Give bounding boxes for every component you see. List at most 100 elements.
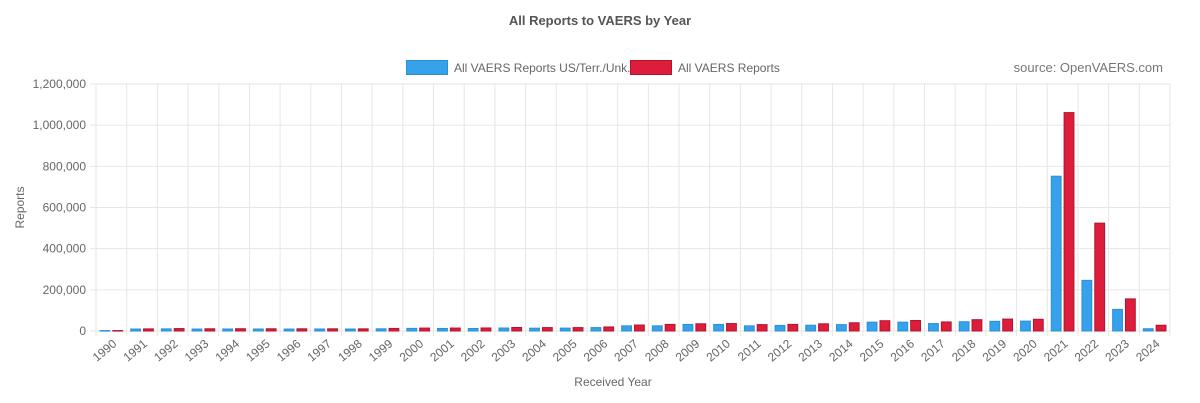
bar-us-2024 xyxy=(1142,328,1154,332)
x-tick-label: 1993 xyxy=(182,336,212,364)
bar-us-2006 xyxy=(590,327,602,332)
bar-us-1990 xyxy=(99,330,111,332)
bar-us-2017 xyxy=(928,323,939,332)
bar-all-2018 xyxy=(971,319,983,332)
bar-us-2009 xyxy=(682,323,694,332)
bar-all-2005 xyxy=(572,327,584,332)
y-tick-label: 200,000 xyxy=(43,283,87,297)
bars-layer xyxy=(99,112,1167,332)
x-tick-label: 2003 xyxy=(489,336,519,364)
bar-us-2022 xyxy=(1081,279,1093,332)
x-tick-label: 2010 xyxy=(704,336,734,364)
bar-all-2003 xyxy=(511,327,523,332)
bar-us-2007 xyxy=(621,325,632,332)
bar-all-2002 xyxy=(480,327,492,332)
bar-all-2009 xyxy=(695,323,707,332)
bar-all-2011 xyxy=(756,324,768,332)
bar-us-2013 xyxy=(805,324,817,332)
x-tick-label: 1999 xyxy=(366,336,396,364)
y-tick-label: 1,000,000 xyxy=(33,118,87,132)
bar-us-1994 xyxy=(222,328,234,332)
bar-all-1999 xyxy=(388,327,400,332)
bar-us-2020 xyxy=(1020,320,1031,332)
x-tick-label: 1992 xyxy=(151,336,181,364)
source-note[interactable]: source: OpenVAERS.com xyxy=(1013,60,1163,75)
bar-all-1993 xyxy=(204,328,216,332)
x-tick-label: 2011 xyxy=(735,336,764,364)
bar-us-2016 xyxy=(897,321,909,332)
bar-us-2001 xyxy=(437,327,448,332)
bar-all-1998 xyxy=(357,328,369,332)
x-tick-label: 2007 xyxy=(611,336,641,364)
x-tick-label: 1996 xyxy=(274,336,304,364)
bar-all-1991 xyxy=(143,328,154,332)
x-tick-label: 2002 xyxy=(458,336,488,364)
bar-all-2007 xyxy=(634,324,645,332)
bar-all-2023 xyxy=(1124,298,1136,332)
legend-item-us[interactable]: All VAERS Reports US/Terr./Unk. xyxy=(406,60,631,75)
bar-us-2014 xyxy=(835,324,847,332)
bar-all-1996 xyxy=(296,328,308,332)
bar-us-2004 xyxy=(529,327,540,332)
bar-us-2019 xyxy=(989,320,1001,332)
bar-all-1994 xyxy=(235,328,246,332)
y-axis-title: Reports xyxy=(13,186,27,228)
x-tick-label: 1997 xyxy=(305,336,335,364)
x-tick-label: 1991 xyxy=(121,336,151,364)
x-tick-label: 2004 xyxy=(519,336,549,364)
x-tick-label: 2008 xyxy=(642,336,672,364)
x-tick-label: 2000 xyxy=(397,336,427,364)
x-tick-label: 1990 xyxy=(90,336,120,364)
bar-all-2024 xyxy=(1155,324,1167,332)
legend-swatch-all xyxy=(630,60,672,75)
legend-label-all: All VAERS Reports xyxy=(678,60,780,75)
bar-us-1998 xyxy=(345,328,356,332)
bar-all-1997 xyxy=(327,328,338,332)
grid-layer xyxy=(90,83,1171,336)
x-tick-label: 2020 xyxy=(1010,336,1040,364)
x-tick-label: 2006 xyxy=(581,336,611,364)
bar-us-2002 xyxy=(467,327,479,332)
bar-us-1996 xyxy=(283,328,295,332)
bar-us-1993 xyxy=(191,328,203,332)
x-tick-label: 2024 xyxy=(1133,336,1163,364)
bar-all-2012 xyxy=(787,323,799,332)
bar-us-2021 xyxy=(1050,175,1062,332)
y-tick-label: 400,000 xyxy=(43,242,87,256)
bar-all-2022 xyxy=(1094,222,1106,332)
bar-all-2006 xyxy=(603,326,615,332)
bar-us-2018 xyxy=(958,321,970,332)
y-tick-label: 800,000 xyxy=(43,159,87,173)
bar-all-1992 xyxy=(173,328,185,332)
x-tick-label: 2013 xyxy=(796,336,826,364)
x-tick-label: 2018 xyxy=(949,336,979,364)
legend-swatch-us xyxy=(406,60,448,75)
bar-us-2012 xyxy=(774,324,786,332)
x-tick-label: 1994 xyxy=(213,336,243,364)
x-tick-label: 2012 xyxy=(765,336,795,364)
y-tick-label: 600,000 xyxy=(43,201,87,215)
bar-all-2019 xyxy=(1002,318,1014,332)
bar-all-2013 xyxy=(818,323,829,332)
bar-all-2021 xyxy=(1063,112,1075,332)
x-axis-title: Received Year xyxy=(574,375,651,389)
x-tick-label: 2017 xyxy=(918,336,948,364)
y-tick-label: 0 xyxy=(79,324,86,338)
bar-all-2004 xyxy=(541,327,553,332)
x-tick-label: 2021 xyxy=(1041,336,1071,364)
bar-us-2003 xyxy=(498,327,510,332)
legend-item-all[interactable]: All VAERS Reports xyxy=(630,60,780,75)
bar-us-2005 xyxy=(559,327,571,332)
x-tick-label: 2001 xyxy=(427,336,457,364)
x-tick-label: 2005 xyxy=(550,336,580,364)
bar-us-2015 xyxy=(866,321,878,332)
x-tick-label: 2009 xyxy=(673,336,703,364)
bar-us-1997 xyxy=(314,328,326,332)
bar-all-2001 xyxy=(449,327,461,332)
bar-all-2020 xyxy=(1032,318,1044,332)
chart-title: All Reports to VAERS by Year xyxy=(508,13,692,28)
bar-all-2000 xyxy=(419,327,431,332)
bar-us-2023 xyxy=(1112,308,1123,332)
x-tick-label: 2015 xyxy=(857,336,887,364)
bar-us-2000 xyxy=(406,327,418,332)
